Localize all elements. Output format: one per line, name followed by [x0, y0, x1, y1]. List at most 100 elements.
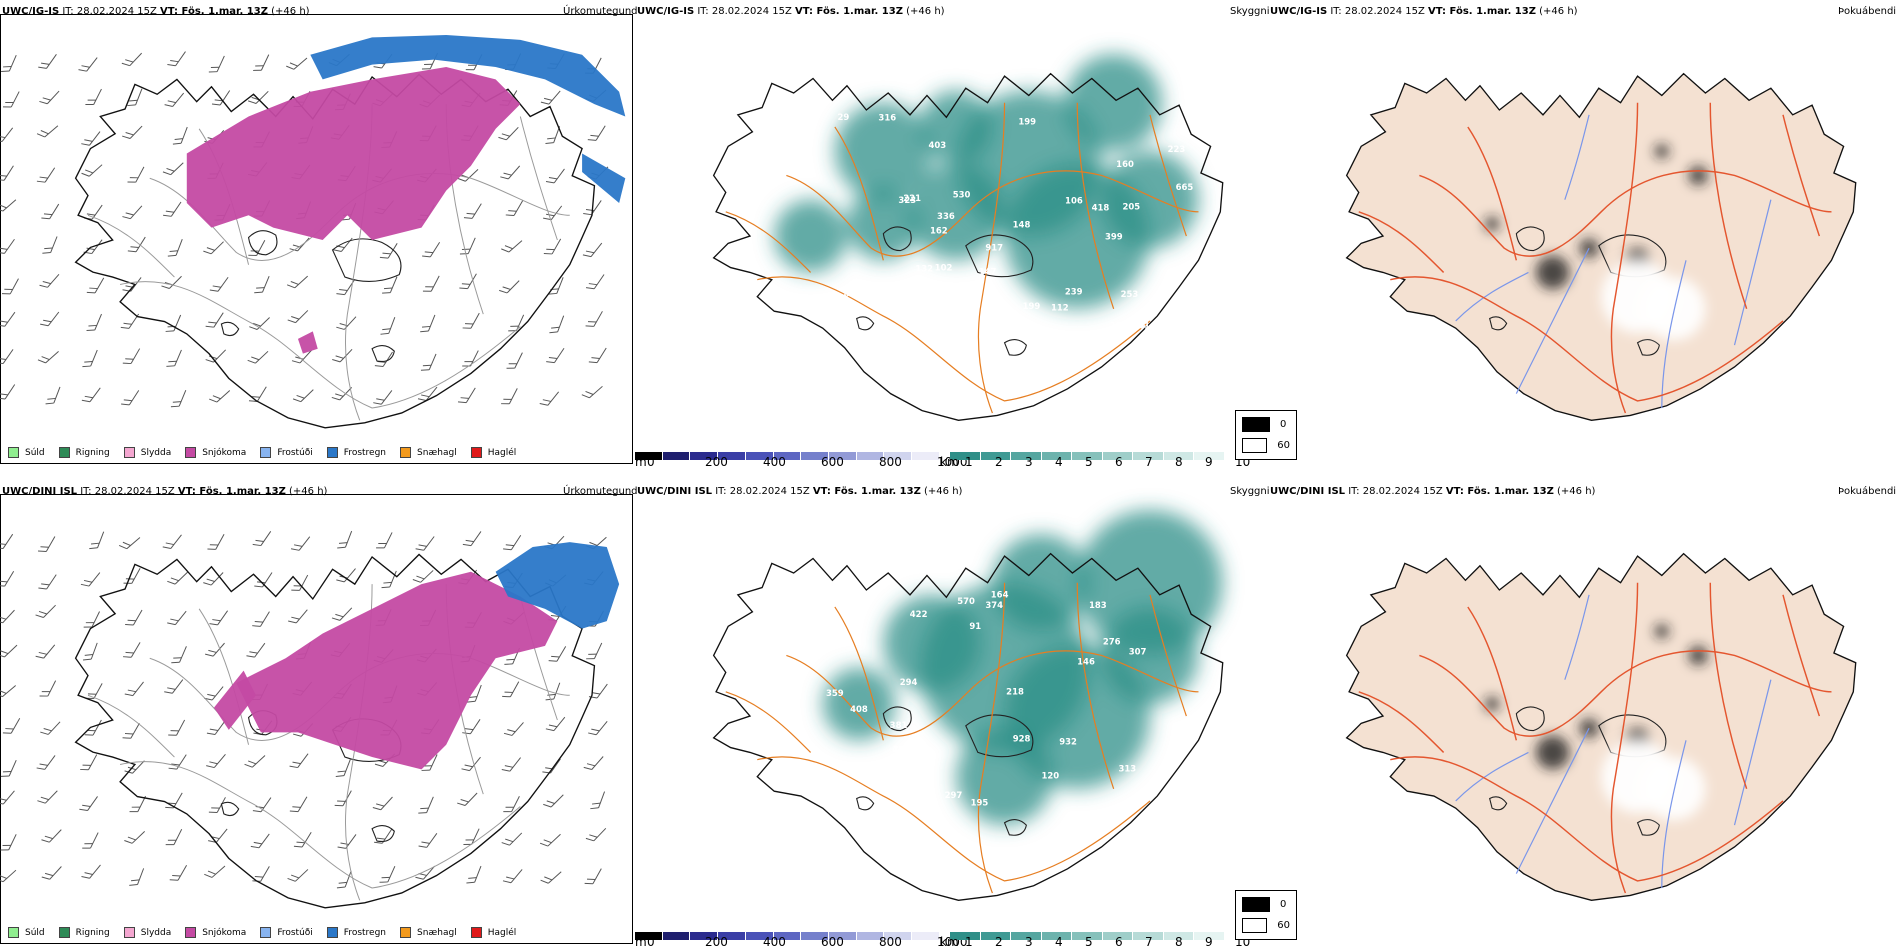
wind-barb — [543, 238, 562, 255]
visibility-colorbar — [950, 925, 1255, 940]
panel-title: UWC/DINI ISL IT: 28.02.2024 15Z VT: Fös.… — [2, 486, 327, 497]
cloudbase-tick: 400 — [763, 455, 786, 469]
visibility-tick: 1 — [965, 455, 973, 469]
visibility-value-label: 183 — [1089, 600, 1107, 610]
wind-barb — [38, 574, 57, 590]
wind-barb — [380, 317, 396, 335]
wind-barb — [500, 165, 521, 180]
wind-barb — [549, 315, 565, 334]
wind-barb — [127, 166, 145, 183]
iceland-outline — [712, 552, 1224, 901]
wind-barb — [539, 391, 560, 406]
wind-barb — [203, 241, 224, 255]
colorbar-swatch — [718, 932, 746, 940]
visibility-value-label: 120 — [1041, 771, 1059, 781]
fog-legend-label: 60 — [1277, 920, 1290, 931]
legend-label: Snjókoma — [202, 927, 247, 938]
colorbar-swatch — [950, 932, 981, 940]
wind-barb — [164, 92, 185, 107]
wind-barb — [420, 353, 437, 371]
river-line — [1455, 271, 1529, 322]
legend-label: Snæhagl — [417, 927, 457, 938]
wind-barb — [286, 275, 308, 289]
wind-barb — [45, 386, 61, 405]
visibility-value-label: 91 — [969, 621, 981, 631]
fog-map — [1345, 552, 1857, 901]
wind-barb — [288, 609, 308, 624]
wind-barb — [35, 644, 56, 659]
wind-barb — [252, 797, 272, 813]
colorbar-swatch — [773, 932, 802, 940]
cloudbase-colorbar — [635, 445, 940, 460]
road-line — [87, 694, 175, 758]
glacier-outline — [1515, 226, 1545, 252]
wind-barb — [0, 790, 15, 805]
cloudbase-tick: 0 — [647, 455, 655, 469]
wind-barb — [203, 572, 224, 586]
cloudbase-unit: m — [635, 935, 647, 949]
legend-label: Frostregn — [343, 447, 387, 458]
legend-swatch — [123, 447, 135, 458]
colorbar-swatch — [950, 452, 981, 460]
wind-barb — [499, 280, 520, 294]
legend-label: Súld — [25, 447, 45, 458]
river-line — [1515, 247, 1590, 394]
legend-swatch — [326, 927, 338, 938]
road-line — [1358, 691, 1445, 753]
precip-map — [0, 530, 620, 909]
road-line — [119, 281, 521, 409]
fog-index-panel: UWC/DINI ISL IT: 28.02.2024 15Z VT: Fös.… — [1235, 480, 1900, 945]
wind-barb — [379, 865, 396, 883]
snow-area — [297, 331, 318, 354]
legend-swatch — [8, 927, 19, 938]
cloudbase-unit: m — [635, 455, 647, 469]
wind-barb — [1, 54, 17, 72]
wind-barb — [505, 200, 524, 216]
legend-label: Frostúði — [277, 447, 313, 458]
wind-barb — [463, 828, 480, 846]
lead-time: (+46 h) — [1535, 6, 1578, 17]
visibility-tick: 5 — [1085, 935, 1093, 949]
visibility-value-label: 199 — [1023, 301, 1041, 311]
wind-barb — [39, 274, 60, 288]
wind-barb — [287, 869, 309, 882]
wind-barb — [252, 866, 270, 882]
fog-legend-swatch — [1242, 918, 1268, 933]
wind-barb — [503, 722, 524, 736]
lead-time: (+46 h) — [1553, 486, 1596, 497]
road-line — [1782, 114, 1821, 237]
road-line — [198, 608, 250, 745]
run-label: IT: — [77, 486, 95, 497]
glacier-outline — [1515, 706, 1545, 732]
valid-time: Fös. 1.mar. 13Z — [1449, 6, 1536, 17]
visibility-panel: UWC/IG-IS IT: 28.02.2024 15Z VT: Fös. 1.… — [635, 0, 1270, 469]
colorbar-swatch — [856, 452, 885, 460]
glacier-outline — [1636, 819, 1660, 836]
colorbar-swatch — [635, 452, 663, 460]
wind-barb — [86, 313, 102, 332]
snow-area — [236, 571, 558, 770]
lead-time: (+46 h) — [902, 6, 945, 17]
valid-label: VT: — [177, 486, 200, 497]
panel-field-title: Úrkomutegund — [563, 486, 638, 497]
wind-barb — [334, 790, 352, 807]
valid-time: Fös. 1.mar. 13Z — [199, 486, 286, 497]
colorbar-swatch — [1011, 932, 1042, 940]
wind-barb — [254, 276, 270, 294]
wind-barb — [129, 795, 146, 813]
legend-swatch — [58, 447, 70, 458]
road-line — [1782, 594, 1821, 717]
wind-barb — [0, 311, 16, 327]
road-line — [519, 116, 558, 241]
fog-legend-swatch — [1242, 417, 1270, 432]
wind-barb — [374, 828, 393, 844]
panel-field-title: Skyggni — [1230, 486, 1270, 497]
fog-legend-swatch — [1242, 897, 1270, 912]
wind-barb — [0, 869, 17, 883]
valid-time: Fös. 1.mar. 13Z — [834, 486, 921, 497]
wind-barb — [164, 679, 184, 694]
wind-barb — [81, 131, 101, 146]
wind-barb — [252, 611, 270, 627]
colorbar-swatch — [745, 452, 774, 460]
wind-barb — [543, 205, 563, 221]
